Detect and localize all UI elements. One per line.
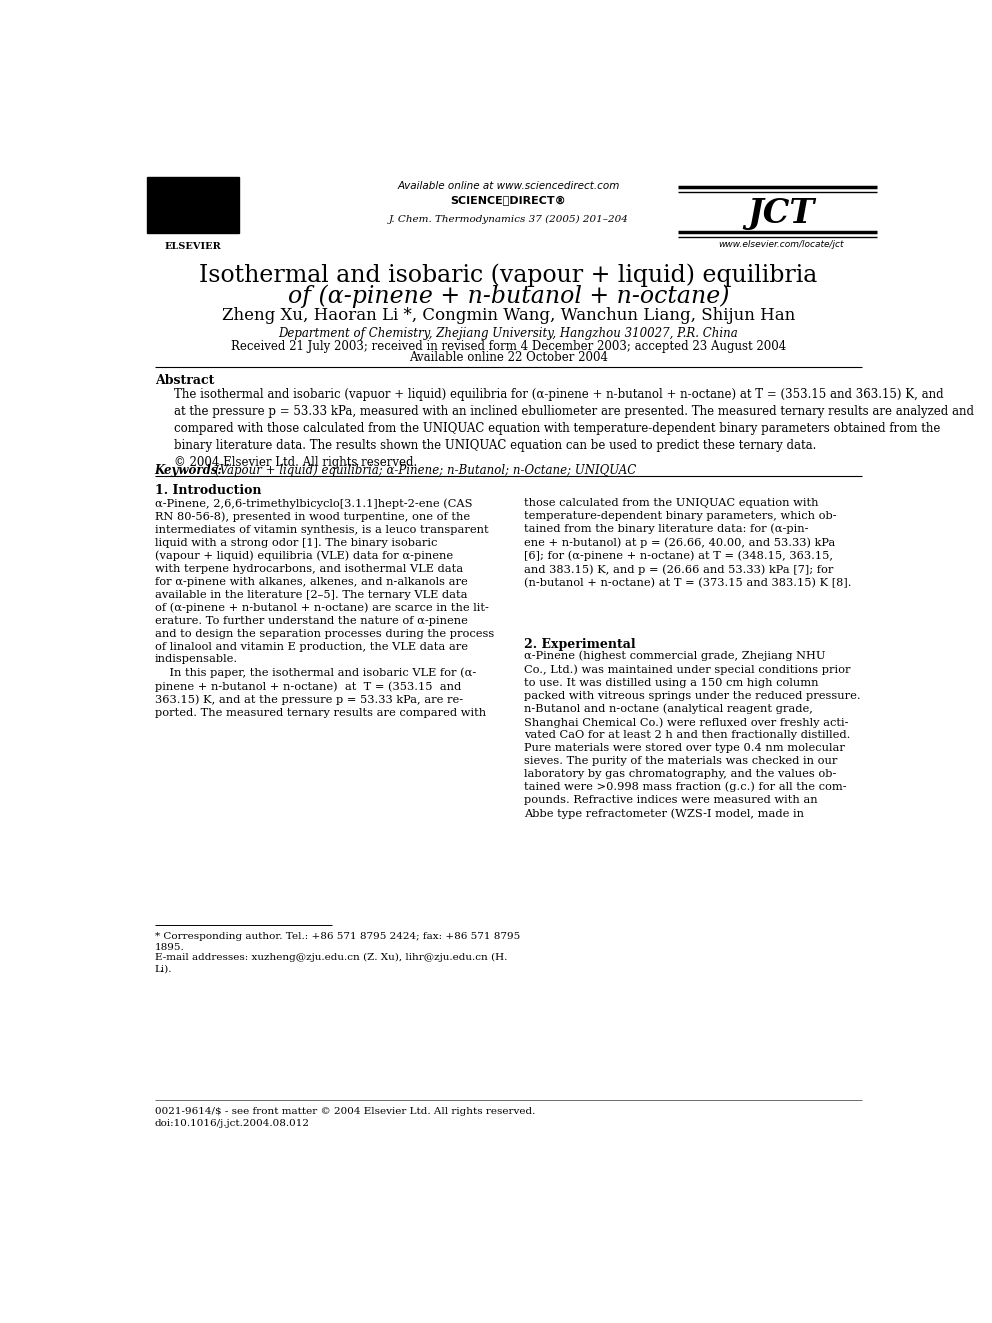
Text: www.elsevier.com/locate/jct: www.elsevier.com/locate/jct [718, 241, 844, 249]
Text: Received 21 July 2003; received in revised form 4 December 2003; accepted 23 Aug: Received 21 July 2003; received in revis… [231, 340, 786, 353]
Text: SCIENCEⓐDIRECT®: SCIENCEⓐDIRECT® [450, 196, 566, 206]
Text: * Corresponding author. Tel.: +86 571 8795 2424; fax: +86 571 8795
1895.: * Corresponding author. Tel.: +86 571 87… [155, 931, 520, 953]
Text: 2. Experimental: 2. Experimental [524, 638, 636, 651]
Text: J. Chem. Thermodynamics 37 (2005) 201–204: J. Chem. Thermodynamics 37 (2005) 201–20… [389, 214, 628, 224]
Text: The isothermal and isobaric (vapuor + liquid) equilibria for (α-pinene + n-butan: The isothermal and isobaric (vapuor + li… [174, 388, 974, 468]
Text: Department of Chemistry, Zhejiang University, Hangzhou 310027, P.R. China: Department of Chemistry, Zhejiang Univer… [279, 327, 738, 340]
Text: JCT: JCT [748, 197, 815, 230]
Text: Keywords:: Keywords: [155, 464, 222, 478]
Text: ELSEVIER: ELSEVIER [165, 242, 221, 251]
Text: those calculated from the UNIQUAC equation with
temperature-dependent binary par: those calculated from the UNIQUAC equati… [524, 497, 851, 589]
Text: E-mail addresses: xuzheng@zju.edu.cn (Z. Xu), lihr@zju.edu.cn (H.
Li).: E-mail addresses: xuzheng@zju.edu.cn (Z.… [155, 954, 507, 974]
Text: α-Pinene, 2,6,6-trimethylbicyclo[3.1.1]hept-2-ene (CAS
RN 80-56-8), presented in: α-Pinene, 2,6,6-trimethylbicyclo[3.1.1]h… [155, 497, 494, 718]
Text: 1. Introduction: 1. Introduction [155, 484, 261, 496]
Text: Zheng Xu, Haoran Li *, Congmin Wang, Wanchun Liang, Shijun Han: Zheng Xu, Haoran Li *, Congmin Wang, Wan… [222, 307, 795, 324]
Text: 0021-9614/$ - see front matter © 2004 Elsevier Ltd. All rights reserved.
doi:10.: 0021-9614/$ - see front matter © 2004 El… [155, 1107, 535, 1129]
Text: Available online at www.sciencedirect.com: Available online at www.sciencedirect.co… [397, 181, 620, 191]
Text: α-Pinene (highest commercial grade, Zhejiang NHU
Co., Ltd.) was maintained under: α-Pinene (highest commercial grade, Zhej… [524, 651, 860, 819]
Text: Abstract: Abstract [155, 373, 214, 386]
Text: Available online 22 October 2004: Available online 22 October 2004 [409, 352, 608, 364]
Text: Isothermal and isobaric (vapour + liquid) equilibria: Isothermal and isobaric (vapour + liquid… [199, 263, 817, 287]
Text: of (α-pinene + n-butanol + n-octane): of (α-pinene + n-butanol + n-octane) [288, 284, 729, 307]
FancyBboxPatch shape [147, 177, 239, 233]
Text: (Vapour + liquid) equilibria; α-Pinene; n-Butanol; n-Octane; UNIQUAC: (Vapour + liquid) equilibria; α-Pinene; … [214, 464, 636, 478]
